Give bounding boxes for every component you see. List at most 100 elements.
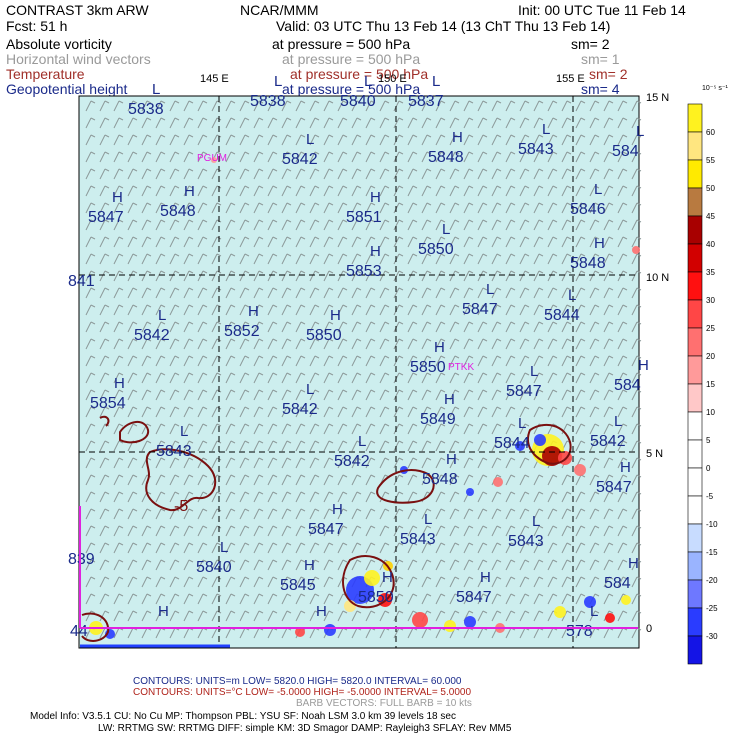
height-center: L 584 <box>612 123 644 160</box>
wind-barb <box>379 185 390 197</box>
wind-barb <box>491 253 502 265</box>
wind-barb <box>547 117 558 129</box>
wind-barb <box>505 525 516 537</box>
wind-barb <box>631 338 642 350</box>
wind-barb <box>113 202 124 214</box>
wind-barb <box>547 270 558 282</box>
wind-barb <box>197 185 208 197</box>
wind-barb <box>449 355 460 367</box>
field-pressure: at pressure = 500 hPa <box>282 81 421 97</box>
wind-barb <box>183 610 194 622</box>
wind-barb <box>183 406 194 418</box>
wind-barb <box>547 338 558 350</box>
wind-barb <box>281 185 292 197</box>
wind-barb <box>365 134 376 146</box>
wind-barb <box>183 253 194 265</box>
wind-barb <box>407 406 418 418</box>
wind-barb <box>547 508 558 520</box>
wind-barb <box>155 593 166 605</box>
height-center: L 5843 <box>508 513 544 550</box>
wind-barb <box>113 389 124 401</box>
wind-barb <box>99 168 110 180</box>
wind-barb <box>491 372 502 384</box>
wind-barb <box>519 287 530 299</box>
wind-barb <box>267 236 278 248</box>
wind-barb <box>505 542 516 554</box>
wind-barb <box>365 508 376 520</box>
wind-barb <box>309 270 320 282</box>
wind-barb <box>393 168 404 180</box>
height-value: 5848 <box>570 255 606 272</box>
wind-barb <box>183 440 194 452</box>
wind-barb <box>323 406 334 418</box>
temperature-contour <box>81 612 110 642</box>
wind-barb <box>309 236 320 248</box>
wind-barb <box>575 321 586 333</box>
wind-barb <box>113 168 124 180</box>
vorticity-blob <box>211 157 217 163</box>
wind-barb <box>99 508 110 520</box>
wind-barb <box>281 610 292 622</box>
wind-barb <box>463 236 474 248</box>
wind-barb <box>603 151 614 163</box>
wind-barb <box>183 304 194 316</box>
wind-barb <box>239 270 250 282</box>
wind-barb <box>225 610 236 622</box>
wind-barb <box>113 117 124 129</box>
wind-barb <box>449 134 460 146</box>
wind-barb <box>197 219 208 231</box>
wind-barb <box>85 372 96 384</box>
wind-barb <box>491 219 502 231</box>
wind-barb <box>379 542 390 554</box>
wind-barb <box>435 270 446 282</box>
wind-barb <box>351 508 362 520</box>
wind-barb <box>449 576 460 588</box>
wind-barb <box>617 100 628 112</box>
wind-barb <box>351 219 362 231</box>
wind-barb <box>575 423 586 435</box>
wind-barb <box>113 304 124 316</box>
wind-barb <box>141 321 152 333</box>
pressure-center-type: H <box>158 603 169 620</box>
height-center: H 5845 <box>280 557 316 594</box>
wind-barb <box>435 355 446 367</box>
wind-barb <box>449 542 460 554</box>
height-center: H 5850 <box>306 307 342 344</box>
wind-barb <box>435 457 446 469</box>
wind-barb <box>631 202 642 214</box>
wind-barb <box>239 576 250 588</box>
wind-barb <box>477 542 488 554</box>
wind-barb <box>253 372 264 384</box>
wind-barb <box>491 236 502 248</box>
wind-barb <box>253 287 264 299</box>
wind-barb <box>379 253 390 265</box>
height-value: 584 <box>604 575 631 592</box>
wind-barb <box>617 576 628 588</box>
wind-barb <box>505 304 516 316</box>
field-sm: sm= 2 <box>589 66 628 82</box>
wind-barb <box>533 270 544 282</box>
wind-barb <box>421 559 432 571</box>
height-value: 5842 <box>590 433 626 450</box>
wind-barb <box>309 219 320 231</box>
colorbar-swatch <box>687 299 703 329</box>
wind-barb <box>211 423 222 435</box>
wind-barb <box>407 304 418 316</box>
wind-barb <box>617 389 628 401</box>
wind-barb <box>533 610 544 622</box>
vorticity-blob <box>464 616 476 628</box>
height-center: H 5850 <box>410 339 446 376</box>
height-value: 5843 <box>508 533 544 550</box>
height-value: 839 <box>68 551 95 568</box>
height-center: H 5850 <box>358 569 394 606</box>
wind-barb <box>141 304 152 316</box>
wind-barb <box>99 389 110 401</box>
wind-barb <box>239 100 250 112</box>
wind-barb <box>309 406 320 418</box>
wind-barb <box>253 406 264 418</box>
colorbar-tick: -30 <box>706 632 718 641</box>
wind-barb <box>211 542 222 554</box>
wind-barb <box>449 440 460 452</box>
wind-barb <box>197 287 208 299</box>
wind-barb <box>225 542 236 554</box>
